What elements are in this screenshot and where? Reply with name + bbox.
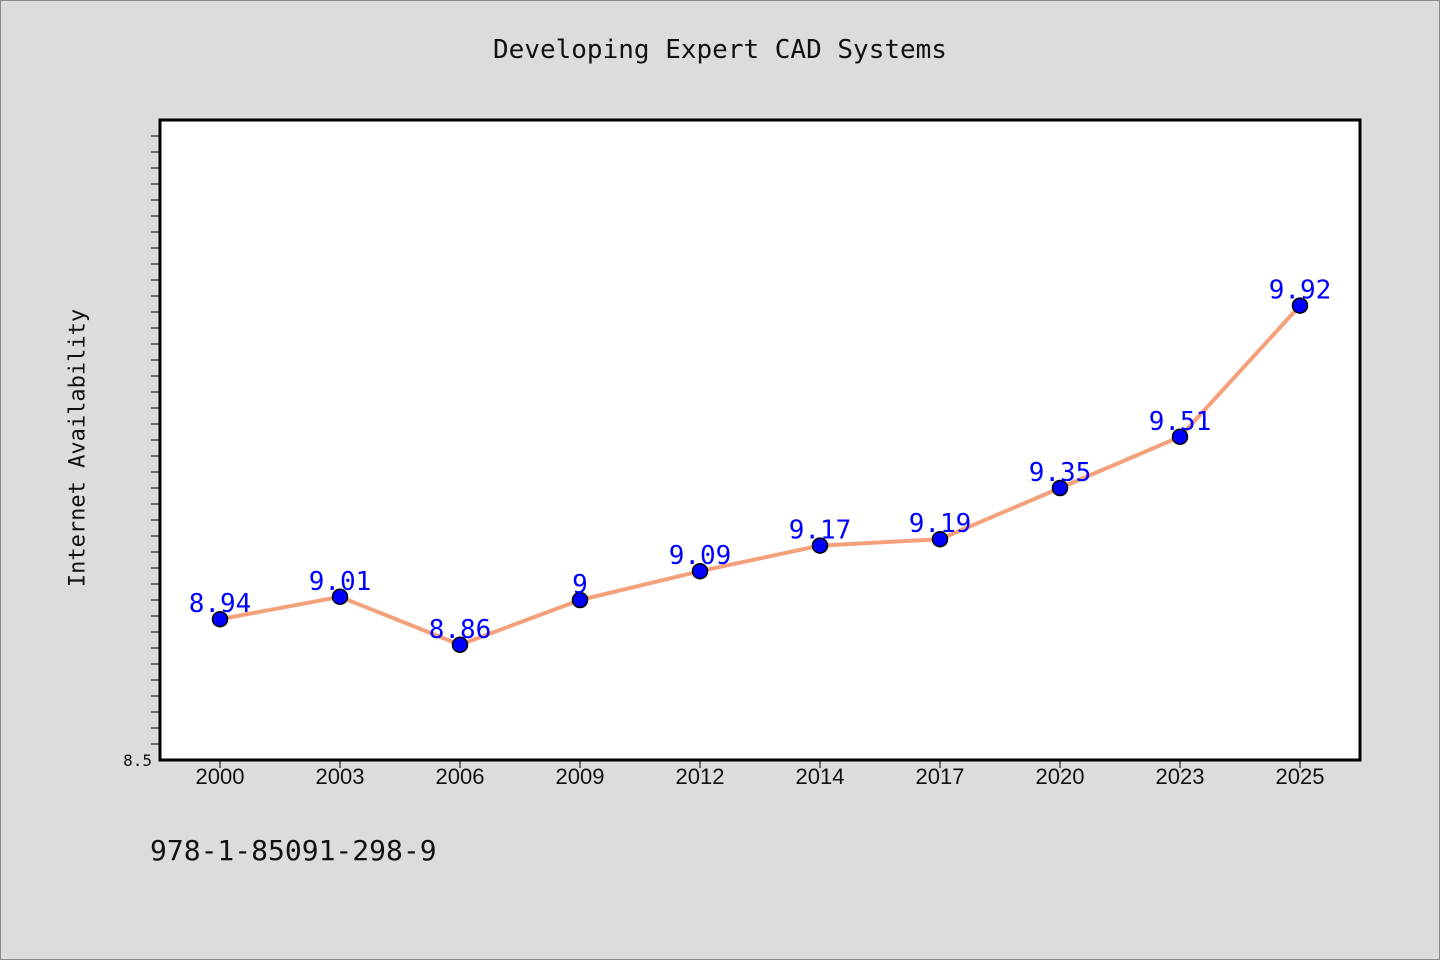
data-point <box>451 636 469 654</box>
data-label: 9.35 <box>1029 458 1092 488</box>
x-tick-label: 2020 <box>1036 764 1085 789</box>
x-tick-label: 2000 <box>196 764 245 789</box>
x-tick-label: 2003 <box>316 764 365 789</box>
data-point <box>1051 479 1069 497</box>
y-tick-label: 8.5 <box>123 751 152 770</box>
data-point <box>691 562 709 580</box>
footer-code: 978-1-85091-298-9 <box>150 834 437 867</box>
x-tick-label: 2014 <box>796 764 845 789</box>
data-point <box>811 537 829 554</box>
x-tick-label: 2009 <box>556 764 605 789</box>
data-label: 9.09 <box>669 541 732 571</box>
data-label: 9.92 <box>1269 276 1332 306</box>
data-point <box>1171 428 1189 446</box>
data-label: 9 <box>572 570 588 600</box>
data-label: 9.19 <box>909 509 972 539</box>
data-point <box>1291 297 1309 314</box>
x-tick-label: 2012 <box>676 764 725 789</box>
x-tick-label: 2023 <box>1156 764 1205 789</box>
data-point <box>211 610 229 628</box>
series-line <box>219 304 1302 647</box>
data-label: 9.01 <box>309 567 372 597</box>
data-label: 9.17 <box>789 516 852 546</box>
data-point <box>571 591 589 609</box>
x-tick-label: 2006 <box>436 764 485 789</box>
data-label: 9.51 <box>1149 407 1212 437</box>
data-label: 8.86 <box>429 615 492 645</box>
x-tick-label: 2017 <box>916 764 965 789</box>
plot-area <box>158 118 1362 762</box>
y-axis-label: Internet Availability <box>65 308 91 588</box>
chart-title: Developing Expert CAD Systems <box>493 35 947 65</box>
x-tick-label: 2025 <box>1276 764 1325 789</box>
data-label: 8.94 <box>189 589 252 619</box>
data-point <box>331 588 349 606</box>
data-point <box>931 530 949 548</box>
